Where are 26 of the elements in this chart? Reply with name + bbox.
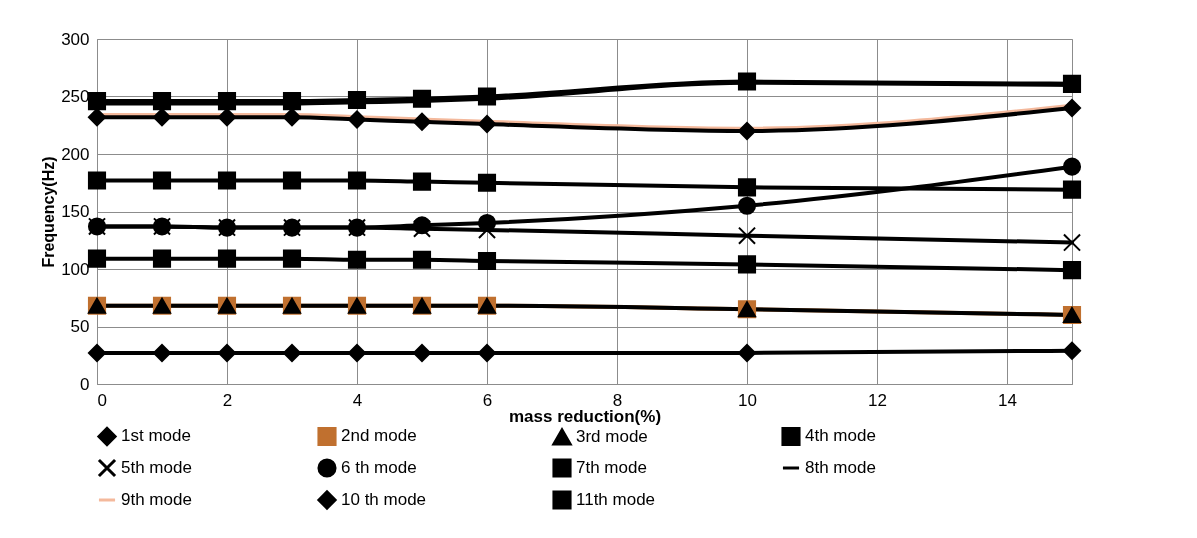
legend-label: 1st mode	[121, 426, 191, 446]
y-tick-label: 250	[61, 87, 90, 106]
x-tick-label: 4	[352, 390, 363, 410]
x-tick-label: 6	[482, 390, 493, 410]
legend-label: 6 th mode	[341, 458, 417, 477]
y-tick-label: 300	[61, 29, 90, 49]
legend-label: 11th mode	[576, 490, 656, 509]
legend-label: 10 th mode	[341, 490, 427, 509]
legend-label: 5th mode	[121, 458, 192, 477]
x-tick-label: 0	[97, 390, 107, 410]
x-tick-label: 12	[868, 390, 887, 410]
y-tick-label: 50	[70, 317, 90, 336]
x-tick-label: 2	[222, 390, 233, 410]
legend-label: 2nd mode	[341, 426, 417, 446]
legend-label: 7th mode	[576, 458, 647, 477]
legend-label: 3rd mode	[576, 427, 648, 447]
legend-label: 9th mode	[121, 490, 192, 509]
x-tick-label: 10	[738, 390, 757, 410]
x-tick-label: 14	[998, 390, 1017, 410]
y-tick-label: 0	[80, 374, 90, 394]
y-tick-label: 200	[61, 144, 90, 164]
legend-label: 8th mode	[805, 458, 876, 477]
y-tick-label: 150	[61, 202, 90, 221]
y-axis-title: Frequency(Hz)	[40, 156, 58, 268]
legend-label: 4th mode	[805, 426, 876, 446]
y-tick-label: 100	[61, 259, 90, 279]
